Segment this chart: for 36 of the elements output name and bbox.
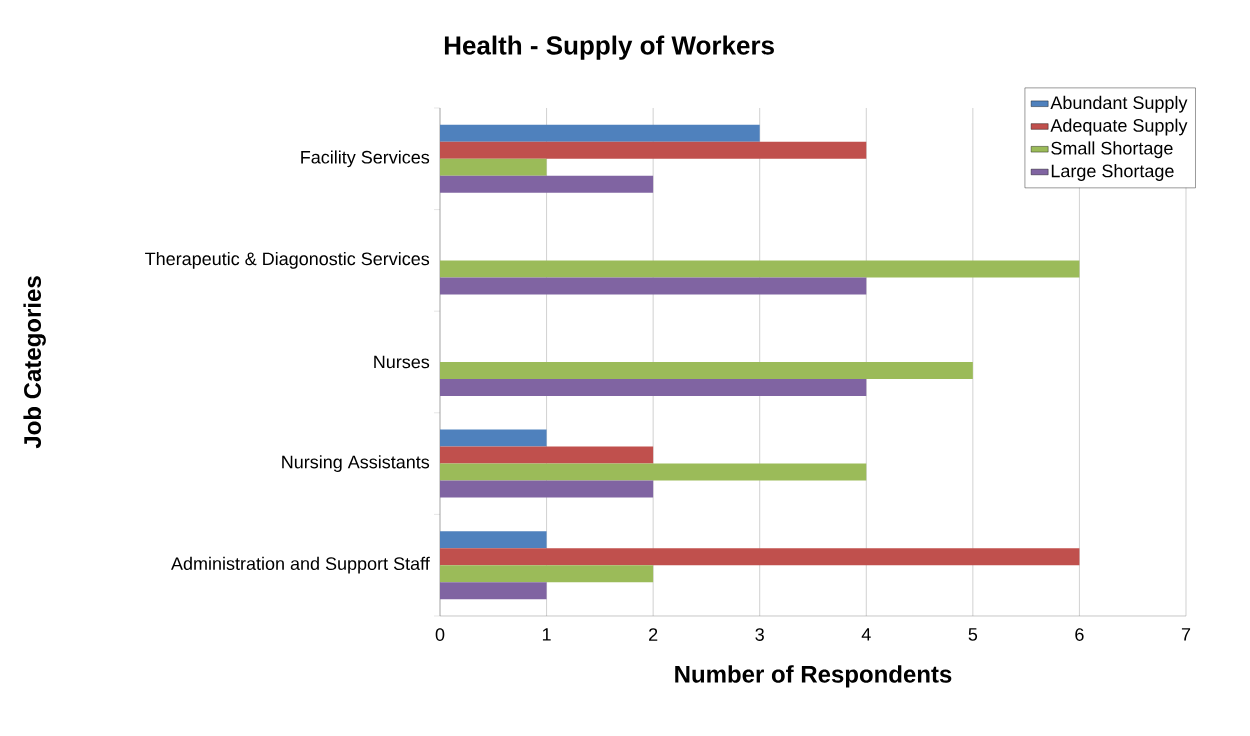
bar [440, 463, 867, 481]
x-tick-label: 5 [968, 628, 978, 641]
y-tick-label: Therapeutic & Diagonostic Services [145, 252, 430, 269]
legend-label: Small Shortage [1051, 141, 1173, 159]
y-tick-label: Nursing Assistants [282, 455, 430, 472]
y-tick-label: Administration and Support Staff [171, 556, 430, 574]
x-tick-label: 7 [1181, 628, 1191, 641]
bar [440, 582, 547, 600]
bar [440, 531, 547, 549]
bar [440, 260, 1080, 278]
bar [440, 141, 867, 159]
y-tick-label: Facility Services [301, 150, 430, 168]
bar [440, 124, 760, 142]
y-axis-title: Job Categories [23, 276, 46, 449]
chart-title: Health - Supply of Workers [444, 35, 774, 60]
legend-label: Abundant Supply [1050, 95, 1188, 113]
x-tick-label: 4 [861, 628, 871, 641]
bar [440, 361, 973, 379]
bar [440, 446, 654, 464]
bar [440, 548, 1080, 566]
x-tick-label: 3 [755, 628, 764, 641]
y-tick-label: Nurses [374, 355, 430, 369]
x-tick-label: 1 [542, 628, 551, 641]
bar [440, 480, 654, 498]
x-tick-label: 0 [435, 628, 445, 641]
x-tick-label: 6 [1075, 628, 1084, 641]
legend-label: Adequate Supply [1050, 118, 1188, 136]
x-axis-title: Number of Respondents [675, 665, 952, 688]
legend-label: Large Shortage [1051, 164, 1174, 181]
bar [440, 565, 654, 583]
bar [440, 277, 867, 295]
bar [440, 158, 547, 176]
bar [440, 429, 547, 447]
bar [440, 378, 867, 396]
x-tick-label: 2 [649, 628, 658, 641]
bar [440, 175, 654, 193]
